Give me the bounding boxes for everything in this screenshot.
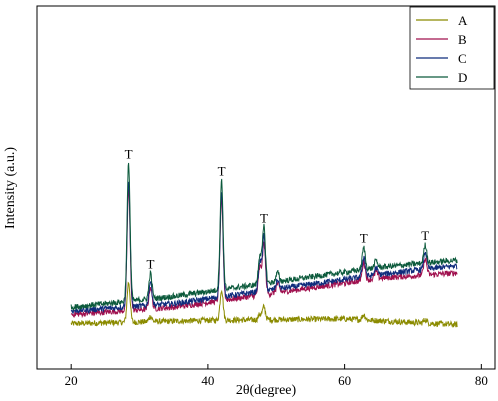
peak-label-3: T [260, 210, 268, 225]
series-line-C [70, 181, 458, 315]
series-line-B [70, 189, 458, 319]
x-axis-label: 2θ(degree) [236, 383, 297, 398]
peak-label-2: T [218, 164, 226, 179]
x-tick-label-40: 40 [201, 373, 214, 388]
series-line-A [70, 281, 458, 328]
x-tick-label-80: 80 [475, 373, 488, 388]
plot-frame [36, 5, 496, 370]
series-line-D [70, 162, 458, 311]
legend-label-B: B [458, 32, 467, 47]
peak-markers: T T T T T T [125, 146, 430, 271]
legend-box [409, 6, 495, 90]
y-axis-label: Intensity (a.u.) [3, 147, 18, 229]
x-tick-label-60: 60 [338, 373, 351, 388]
legend-label-A: A [458, 13, 468, 28]
series-layer [70, 162, 458, 328]
legend-label-C: C [458, 51, 467, 66]
peak-label-5: T [421, 228, 429, 243]
x-tick-label-20: 20 [65, 373, 78, 388]
peak-label-1: T [146, 256, 154, 271]
peak-label-4: T [360, 231, 368, 246]
peak-label-0: T [125, 146, 133, 161]
x-axis-ticks: 20 40 60 80 [65, 364, 488, 388]
legend-label-D: D [458, 70, 467, 85]
